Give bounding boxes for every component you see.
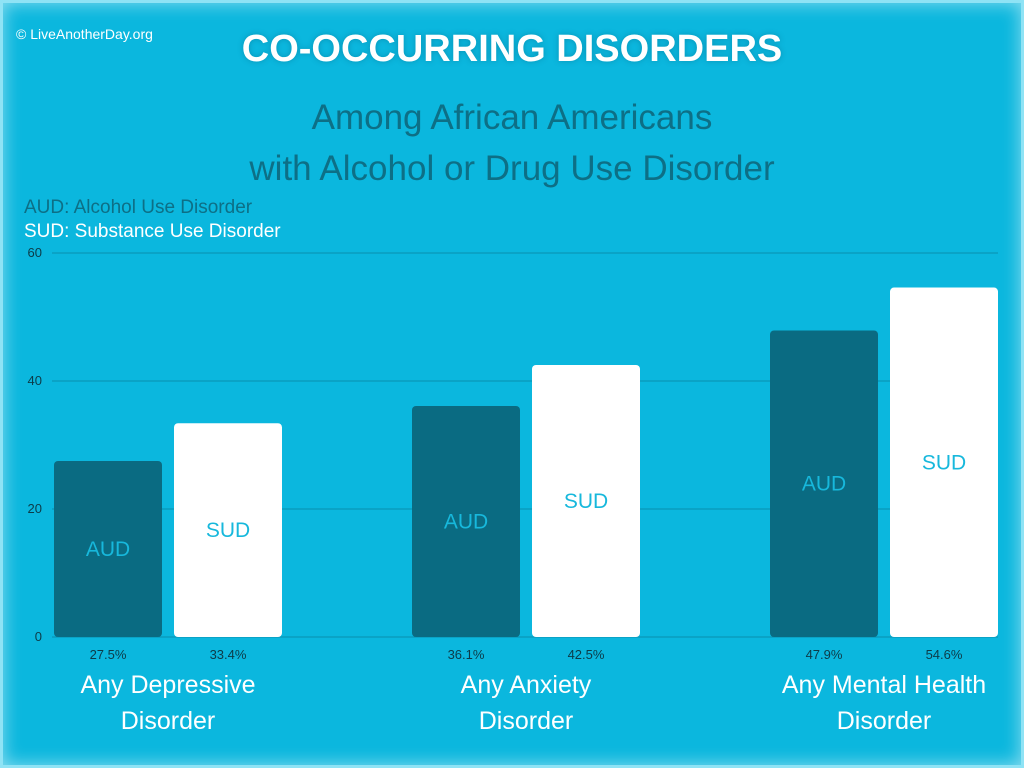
- y-tick-label: 0: [35, 629, 42, 644]
- y-tick-label: 20: [28, 501, 42, 516]
- y-tick-label: 40: [28, 373, 42, 388]
- legend-sud: SUD: Substance Use Disorder: [24, 221, 281, 242]
- bar-aud: [54, 461, 162, 637]
- category-label: Any Depressive: [80, 671, 255, 699]
- category-label: Disorder: [121, 707, 215, 735]
- bar-series-label: AUD: [802, 473, 846, 496]
- bar-sud: [532, 365, 640, 637]
- bar-series-label: AUD: [86, 538, 130, 561]
- category-label: Disorder: [837, 707, 931, 735]
- legend-aud: AUD: Alcohol Use Disorder: [24, 197, 253, 218]
- copyright-text: © LiveAnotherDay.org: [16, 26, 153, 42]
- bar-aud: [412, 405, 520, 637]
- value-label: 47.9%: [806, 647, 843, 662]
- value-label: 27.5%: [90, 647, 127, 662]
- subtitle-line-1: Among African Americans: [311, 98, 713, 137]
- bar-series-label: SUD: [564, 490, 608, 513]
- value-label: 36.1%: [448, 647, 485, 662]
- value-label: 54.6%: [926, 647, 963, 662]
- value-label: 33.4%: [210, 647, 247, 662]
- chart-subtitle: Among African Americans with Alcohol or …: [0, 92, 1024, 194]
- chart-title: CO-OCCURRING DISORDERS: [241, 28, 783, 70]
- category-label: Any Mental Health: [782, 671, 986, 699]
- bar-series-label: AUD: [444, 510, 488, 533]
- bar-aud: [770, 330, 878, 637]
- category-label: Disorder: [479, 707, 573, 735]
- bar-series-label: SUD: [206, 519, 250, 542]
- bar-sud: [890, 287, 998, 637]
- subtitle-line-2: with Alcohol or Drug Use Disorder: [249, 149, 775, 188]
- bar-sud: [174, 423, 282, 637]
- y-tick-label: 60: [28, 245, 42, 260]
- category-label: Any Anxiety: [461, 671, 592, 699]
- bar-series-label: SUD: [922, 451, 966, 474]
- value-label: 42.5%: [568, 647, 605, 662]
